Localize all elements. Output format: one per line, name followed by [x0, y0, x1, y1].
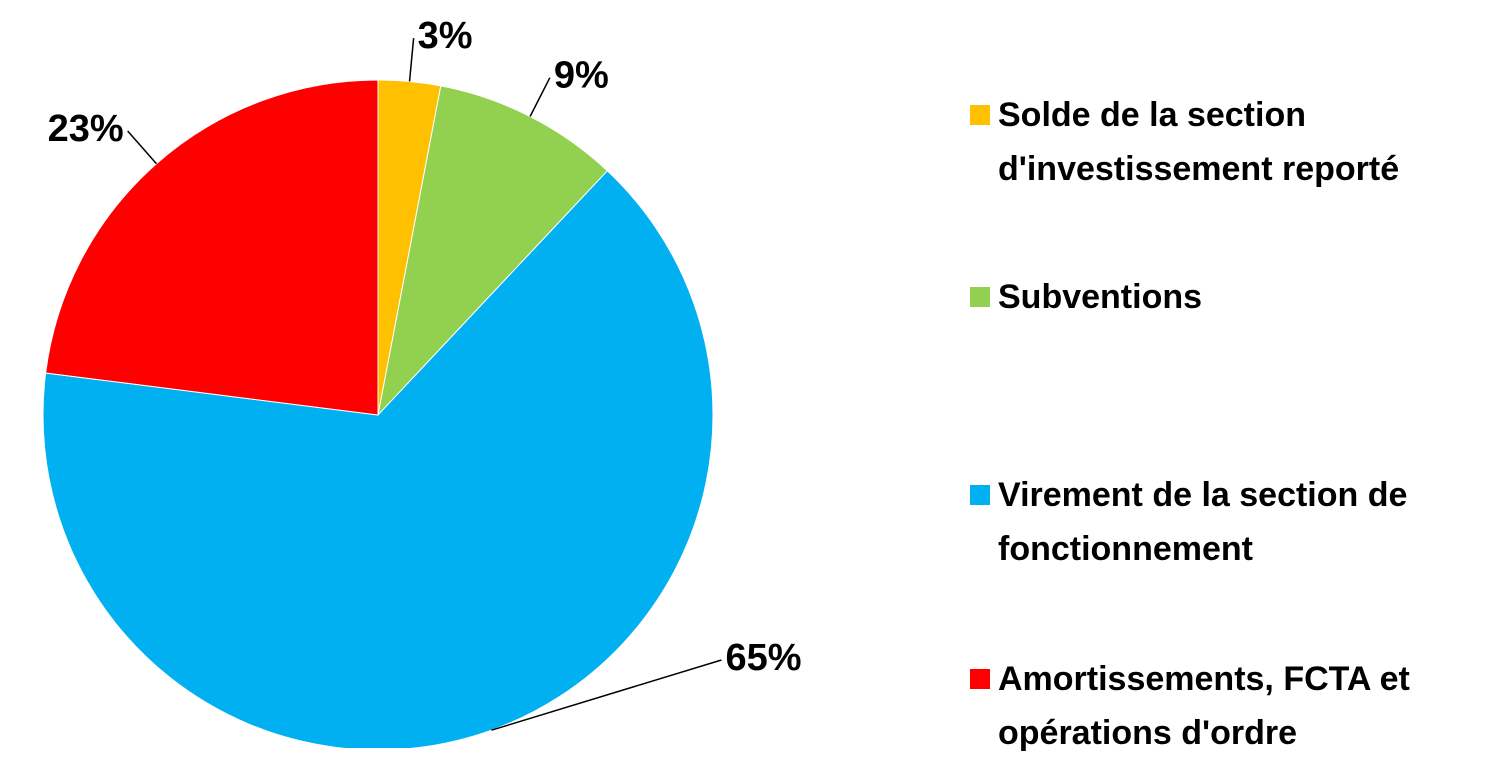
legend-label: Virement de la section de fonctionnement: [998, 476, 1408, 568]
legend-swatch: [970, 669, 990, 689]
legend-swatch: [970, 287, 990, 307]
pie-area: 3% 9% 65% 23%: [42, 15, 802, 748]
legend-item: Subventions: [970, 270, 1490, 324]
leader-line: [491, 659, 722, 731]
legend-label: Amortissements, FCTA et opérations d'ord…: [998, 660, 1410, 752]
legend: Solde de la section d'investissement rep…: [970, 0, 1490, 752]
leader-line: [529, 77, 551, 117]
legend-item: Amortissements, FCTA et opérations d'ord…: [970, 652, 1490, 760]
data-label: 3%: [418, 15, 473, 57]
legend-item: Solde de la section d'investissement rep…: [970, 88, 1490, 196]
legend-swatch: [970, 105, 990, 125]
data-label: 23%: [48, 108, 124, 150]
legend-label: Solde de la section d'investissement rep…: [998, 96, 1400, 188]
leader-line: [408, 38, 415, 82]
data-label: 65%: [725, 637, 801, 679]
pie-slice: [42, 170, 714, 748]
data-label: 9%: [554, 55, 609, 97]
legend-item: Virement de la section de fonctionnement: [970, 468, 1490, 576]
legend-swatch: [970, 485, 990, 505]
pie-slice: [377, 85, 609, 417]
leader-line: [127, 130, 158, 165]
legend-label: Subventions: [998, 278, 1203, 316]
